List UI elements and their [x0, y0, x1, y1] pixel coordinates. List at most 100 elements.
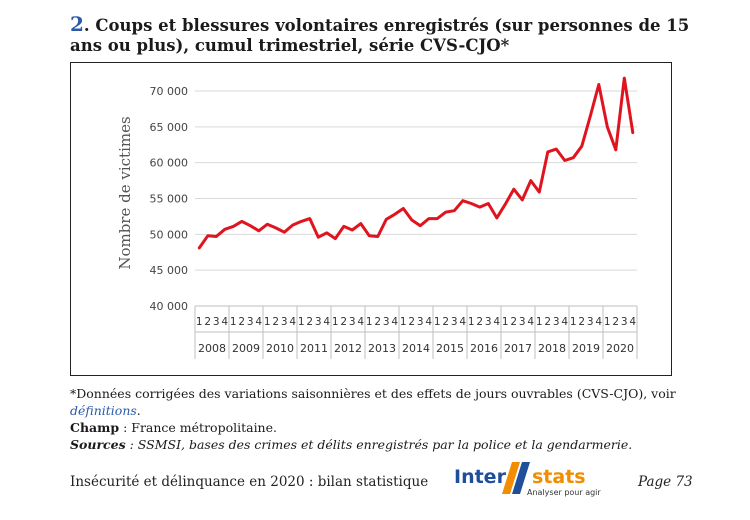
cvs-note-text: *Données corrigées des variations saison… [70, 386, 676, 401]
x-quarter-label: 4 [629, 316, 636, 328]
logo-text-stats: stats [532, 466, 586, 488]
x-quarter-label: 2 [374, 316, 381, 328]
y-gridlines [195, 90, 637, 307]
x-year-label: 2014 [402, 342, 430, 355]
x-quarter-label: 2 [340, 316, 347, 328]
x-quarter-label: 3 [383, 316, 390, 328]
figure-number: 2 [70, 12, 84, 36]
x-quarter-label: 1 [604, 316, 611, 328]
x-quarter-label: 4 [289, 316, 296, 328]
x-quarter-label: 1 [196, 316, 203, 328]
chart-notes: *Données corrigées des variations saison… [70, 385, 720, 453]
x-quarter-label: 4 [527, 316, 534, 328]
x-quarter-label: 2 [238, 316, 245, 328]
champ-label: Champ [70, 420, 120, 435]
x-quarter-label: 4 [221, 316, 228, 328]
x-quarter-label: 3 [451, 316, 458, 328]
y-tick-label: 60 000 [150, 157, 189, 170]
x-quarter-label: 2 [612, 316, 619, 328]
x-year-label: 2019 [572, 342, 600, 355]
y-tick-label: 45 000 [150, 264, 189, 277]
x-quarter-label: 4 [561, 316, 568, 328]
x-quarter-label: 3 [247, 316, 254, 328]
x-quarter-label: 1 [536, 316, 543, 328]
x-quarter-label: 3 [621, 316, 628, 328]
x-year-label: 2010 [266, 342, 294, 355]
x-quarter-label: 1 [230, 316, 237, 328]
x-year-label: 2020 [606, 342, 634, 355]
logo-slash-icon-2 [512, 462, 530, 494]
x-quarter-label: 2 [442, 316, 449, 328]
x-quarter-label: 2 [476, 316, 483, 328]
x-quarter-label: 1 [298, 316, 305, 328]
x-quarter-label: 4 [391, 316, 398, 328]
x-year-label: 2015 [436, 342, 464, 355]
sources-note: Sources : SSMSI, bases des crimes et dél… [70, 436, 720, 453]
figure-title: 2. Coups et blessures volontaires enregi… [70, 14, 710, 56]
x-quarter-label: 4 [459, 316, 466, 328]
definitions-link[interactable]: définitions [70, 403, 137, 418]
x-quarter-label: 3 [587, 316, 594, 328]
x-year-label: 2013 [368, 342, 396, 355]
x-quarter-label: 3 [315, 316, 322, 328]
x-quarter-label: 1 [468, 316, 475, 328]
x-quarter-label: 4 [323, 316, 330, 328]
y-tick-label: 55 000 [150, 193, 189, 206]
x-year-label: 2011 [300, 342, 328, 355]
line-chart: 40 000 45 000 50 000 55 000 60 000 65 000 70 0… [116, 76, 638, 359]
logo-text-inter: Inter [454, 466, 507, 488]
sources-label: Sources [70, 437, 126, 452]
x-quarter-label: 1 [502, 316, 509, 328]
x-year-label: 2012 [334, 342, 362, 355]
x-year-label: 2009 [232, 342, 260, 355]
figure-title-text: . Coups et blessures volontaires enregis… [70, 16, 690, 55]
footer-publication-title: Insécurité et délinquance en 2020 : bila… [70, 474, 429, 490]
x-quarter-label: 4 [493, 316, 500, 328]
x-year-label: 2018 [538, 342, 566, 355]
x-quarter-label: 3 [553, 316, 560, 328]
x-quarter-label: 2 [306, 316, 313, 328]
x-quarter-label: 2 [272, 316, 279, 328]
chart-frame [70, 62, 672, 376]
x-quarter-label: 1 [264, 316, 271, 328]
x-quarter-label: 4 [425, 316, 432, 328]
x-quarter-label: 1 [366, 316, 373, 328]
champ-note: Champ : France métropolitaine. [70, 419, 720, 436]
x-quarter-label: 2 [408, 316, 415, 328]
x-quarter-label: 2 [204, 316, 211, 328]
champ-text: : France métropolitaine. [119, 420, 277, 435]
y-axis-label: Nombre de victimes [116, 116, 134, 269]
series-layer [197, 76, 635, 250]
y-tick-label: 65 000 [150, 121, 189, 134]
x-year-label: 2016 [470, 342, 498, 355]
y-tick-label: 40 000 [150, 300, 189, 313]
x-year-label: 2017 [504, 342, 532, 355]
logo-tagline: Analyser pour agir [527, 488, 601, 497]
x-quarter-label: 2 [578, 316, 585, 328]
series-line [197, 76, 635, 250]
x-quarter-label: 1 [332, 316, 339, 328]
y-tick-labels: 40 000 45 000 50 000 55 000 60 000 65 000 70 0… [150, 85, 189, 313]
x-quarter-label: 3 [417, 316, 424, 328]
x-quarter-label: 4 [595, 316, 602, 328]
interstats-logo: Inter stats Analyser pour agir [454, 462, 601, 497]
x-quarter-label: 1 [400, 316, 407, 328]
sources-text: : SSMSI, bases des crimes et délits enre… [125, 437, 633, 452]
x-year-label: 2008 [198, 342, 226, 355]
x-quarter-label: 4 [357, 316, 364, 328]
y-tick-label: 50 000 [150, 228, 189, 241]
x-quarter-label: 3 [281, 316, 288, 328]
x-quarter-label: 3 [519, 316, 526, 328]
x-quarter-label: 4 [255, 316, 262, 328]
page-number: Page 73 [638, 474, 693, 490]
cvs-note: *Données corrigées des variations saison… [70, 385, 720, 419]
x-quarter-label: 2 [510, 316, 517, 328]
x-quarter-label: 1 [434, 316, 441, 328]
cvs-note-end: . [136, 403, 141, 418]
x-quarter-label: 3 [213, 316, 220, 328]
y-tick-label: 70 000 [150, 85, 189, 98]
logo-slash-icon [502, 462, 520, 494]
x-quarter-label: 2 [544, 316, 551, 328]
x-quarter-label: 1 [570, 316, 577, 328]
